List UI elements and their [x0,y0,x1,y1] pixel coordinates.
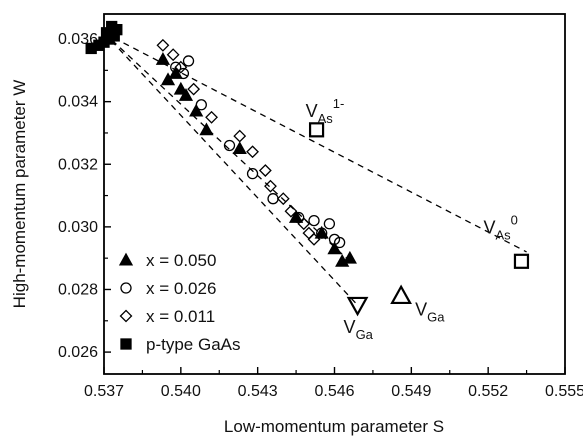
legend: x = 0.050 x = 0.026 x = 0.011 p-type GaAs [118,251,241,354]
x-tick-label: 0.549 [391,383,431,400]
data-series [85,20,357,267]
y-tick-label: 0.026 [58,344,98,361]
data-point [342,250,357,264]
x-axis-label: Low-momentum parameter S [224,417,444,436]
defect-marker [346,296,369,317]
x-tick-label: 0.546 [314,383,354,400]
dashed-line [103,32,359,306]
defect-markers: VAs1- VAs0 VGa VGa [306,96,530,342]
defect-marker [513,253,530,269]
defect-label: VGa [344,317,374,342]
data-point [307,232,321,246]
series-p-type-gaas [85,20,123,55]
x-tick-label: 0.537 [84,383,124,400]
y-axis-label: High-momentum parameter W [10,80,29,309]
defect-label: VAs1- [306,96,345,126]
data-point [316,227,328,239]
data-point [276,192,290,206]
data-point [156,38,170,52]
x-tick-label: 0.543 [238,383,278,400]
defect-label: VAs0 [483,212,517,242]
y-tick-label: 0.032 [58,156,98,173]
data-point [199,122,214,136]
data-point [233,129,247,143]
data-point [258,164,272,177]
data-point [195,99,207,111]
y-tick-label: 0.034 [58,94,98,111]
legend-marker [120,338,132,350]
data-point [327,241,342,255]
data-point [166,48,180,62]
data-point [333,236,346,249]
defect-marker [308,122,325,138]
data-point [246,145,259,159]
data-point [170,61,182,73]
data-point [182,55,195,67]
data-point [223,139,236,152]
data-point [267,193,279,205]
data-point [174,60,188,74]
x-tick-label: 0.555 [545,383,583,400]
data-point [302,226,316,240]
legend-marker [120,282,132,294]
data-point [189,103,204,117]
data-point [111,24,123,36]
x-axis: 0.537 0.540 0.543 0.546 0.549 0.552 0.555 [84,367,583,400]
data-point [246,168,259,180]
data-point [323,218,336,230]
x-tick-label: 0.552 [468,383,508,400]
legend-label: x = 0.026 [146,279,216,298]
dashed-line [103,32,351,262]
data-point [173,81,188,95]
legend-label: x = 0.050 [146,251,216,270]
y-tick-label: 0.030 [58,219,98,236]
dashed-line [103,32,527,253]
data-point [264,179,277,193]
y-tick-label: 0.028 [58,281,98,298]
series-x-0-011 [156,38,321,246]
series-x-0-050 [155,52,357,267]
legend-marker [118,252,134,266]
legend-label: x = 0.011 [146,307,215,326]
data-point [155,52,171,65]
legend-label: p-type GaAs [146,335,241,354]
data-point [177,67,190,80]
data-point [308,214,320,227]
data-point [178,88,194,101]
data-point [232,141,247,155]
data-point [160,72,176,86]
defect-label: VGa [415,300,445,325]
data-point [284,204,298,218]
legend-marker [119,309,133,323]
x-tick-label: 0.540 [161,383,201,400]
defect-marker [390,284,412,305]
data-point [187,82,201,96]
data-point [205,110,218,124]
data-point [297,217,311,231]
